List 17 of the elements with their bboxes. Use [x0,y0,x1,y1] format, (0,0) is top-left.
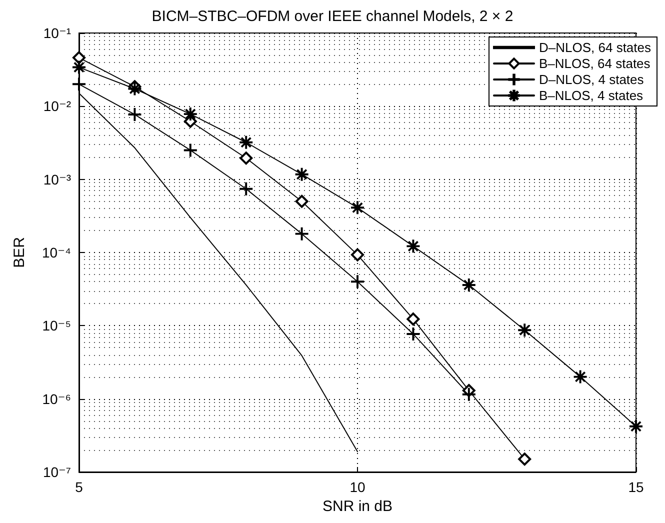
y-tick-label: 10⁻⁷ [42,464,71,480]
x-tick-label: 15 [628,479,644,495]
y-tick-label: 10⁻³ [43,171,72,188]
x-tick-label: 10 [350,479,366,495]
y-tick-label: 10⁻⁴ [42,244,71,260]
x-tick-label: 5 [75,479,84,495]
y-tick-label: 10⁻⁵ [42,318,71,334]
legend-label: D–NLOS, 64 states [539,40,652,55]
legend-label: B–NLOS, 4 states [539,88,644,103]
legend-label: D–NLOS, 4 states [539,72,644,87]
x-axis-title: SNR in dB [322,498,393,515]
y-tick-label: 10⁻² [43,98,72,114]
chart-title: BICM–STBC–OFDM over IEEE channel Models, 2 × 2 [152,8,514,25]
y-tick-label: 10⁻⁶ [42,390,71,407]
legend-label: B–NLOS, 64 states [539,56,651,71]
y-tick-label: 10⁻¹ [43,25,72,41]
y-axis-title: BER [11,236,28,268]
